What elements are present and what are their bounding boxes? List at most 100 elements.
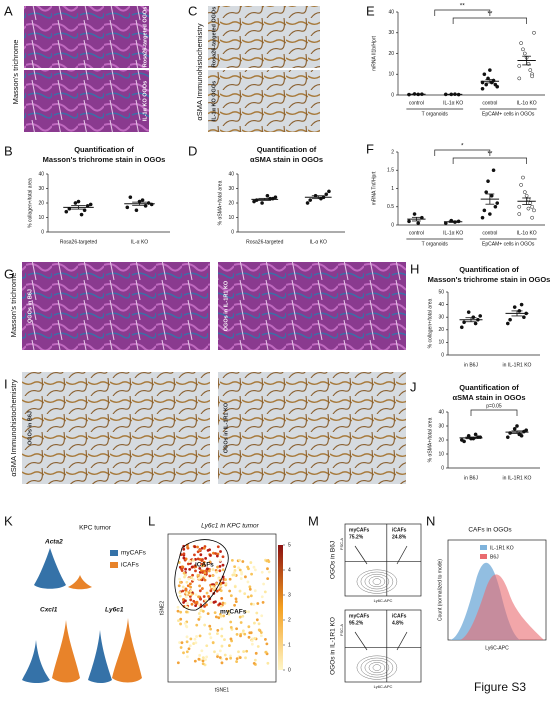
axis-label: % collagen+/total area	[427, 298, 433, 348]
tsne-point	[235, 657, 239, 661]
axis-label: Ly6C-APC	[374, 684, 393, 689]
gate-percent: 75.2%	[349, 534, 364, 540]
panel-title: Masson's trichrome stain in OGOs	[43, 155, 166, 164]
y-tick-label: 40	[388, 9, 394, 15]
y-tick-label: 30	[38, 186, 44, 192]
tsne-point	[229, 620, 233, 624]
tsne-point	[186, 655, 189, 659]
tsne-point	[225, 657, 228, 661]
tsne-point	[216, 545, 220, 549]
tsne-point	[201, 571, 205, 574]
tsne-point	[193, 564, 197, 568]
tsne-point	[218, 564, 222, 568]
tsne-point	[252, 602, 256, 606]
tsne-point	[207, 595, 210, 598]
tsne-point	[180, 567, 183, 571]
y-tick-label: 10	[388, 72, 394, 78]
plot-frame	[167, 533, 277, 683]
tsne-point	[255, 618, 259, 622]
tsne-point	[205, 655, 209, 659]
data-point	[305, 201, 310, 205]
tsne-point	[187, 647, 191, 651]
tsne-point	[185, 605, 188, 609]
data-point	[491, 168, 496, 173]
panel-title: αSMA stain in OGOs	[452, 393, 525, 402]
tsne-point	[208, 560, 212, 564]
data-point	[260, 201, 264, 205]
tsne-point	[182, 556, 186, 560]
tsne-point	[189, 589, 193, 593]
tsne-point	[241, 560, 245, 563]
data-point	[524, 193, 529, 198]
tsne-point	[209, 627, 213, 631]
gate-label: myCAFs	[349, 527, 370, 533]
tsne-point	[228, 589, 232, 593]
tsne-point	[240, 570, 243, 574]
tsne-point	[244, 575, 247, 579]
data-point	[471, 315, 476, 320]
tsne-point	[185, 635, 189, 639]
tsne-point	[186, 545, 189, 549]
tsne-point	[233, 573, 237, 577]
x-tick-label: IL-1α KO	[517, 230, 537, 236]
tsne-point	[182, 547, 186, 551]
group-label: EpCAM+ cells in OGOs	[482, 241, 535, 247]
data-point	[76, 199, 81, 204]
data-point	[505, 435, 510, 440]
tsne-point	[201, 662, 205, 666]
tsne-point	[260, 595, 264, 599]
contour	[360, 571, 394, 592]
data-point	[505, 321, 510, 326]
y-tick-label: 0	[231, 229, 234, 235]
tsne-point	[182, 601, 185, 604]
tsne-point	[197, 612, 201, 615]
tsne-point	[182, 552, 186, 556]
data-point	[128, 195, 133, 200]
side-label: Masson's trichrome	[9, 273, 18, 338]
tsne-point	[239, 577, 243, 580]
tsne-point	[249, 594, 253, 598]
tsne-point	[198, 589, 202, 593]
tsne-point	[208, 574, 212, 578]
data-point	[462, 320, 466, 325]
group-label: T organoids	[422, 241, 449, 247]
cluster-outline	[174, 539, 229, 611]
tsne-point	[248, 585, 252, 589]
data-point	[273, 195, 278, 200]
tsne-point	[184, 587, 188, 591]
tsne-points	[176, 543, 271, 667]
x-tick-label: IL-α KO	[310, 239, 327, 245]
data-point	[517, 212, 522, 216]
tsne-point	[185, 591, 189, 595]
tsne-point	[238, 558, 241, 562]
sig-bracket	[452, 17, 527, 24]
panel-letter: H	[410, 261, 419, 276]
data-point	[482, 208, 487, 213]
tsne-point	[262, 582, 266, 586]
tsne-point	[202, 560, 206, 564]
tsne-point	[242, 650, 246, 653]
tsne-point	[244, 610, 248, 614]
tsne-point	[218, 649, 222, 653]
y-tick-label: 40	[438, 302, 444, 308]
tsne-point	[205, 644, 209, 648]
tsne-point	[202, 595, 206, 598]
x-tick-label: IL-1α KO	[443, 100, 463, 106]
image-label: OGOs in IL-1R1 KO	[223, 280, 229, 331]
tsne-point	[256, 645, 260, 648]
tsne-point	[198, 615, 202, 619]
gate-label: myCAFs	[349, 613, 370, 619]
tsne-point	[204, 556, 208, 560]
image-label: Rosa26-targeted OGOs	[211, 7, 217, 68]
panel-title: CAFs in OGOs	[468, 527, 512, 534]
x-tick-label: Rosa26-targeted	[246, 239, 283, 245]
tsne-point	[252, 565, 256, 569]
data-point	[143, 204, 148, 208]
tsne-point	[229, 656, 233, 660]
y-tick-label: 10	[228, 215, 234, 221]
contour	[372, 578, 382, 585]
axis-label: % αSMA+/total area	[427, 417, 433, 462]
tsne-point	[224, 578, 227, 582]
y-tick-label: 0	[441, 352, 444, 358]
image-label: Rosa26-targeted OGOs	[142, 7, 148, 68]
